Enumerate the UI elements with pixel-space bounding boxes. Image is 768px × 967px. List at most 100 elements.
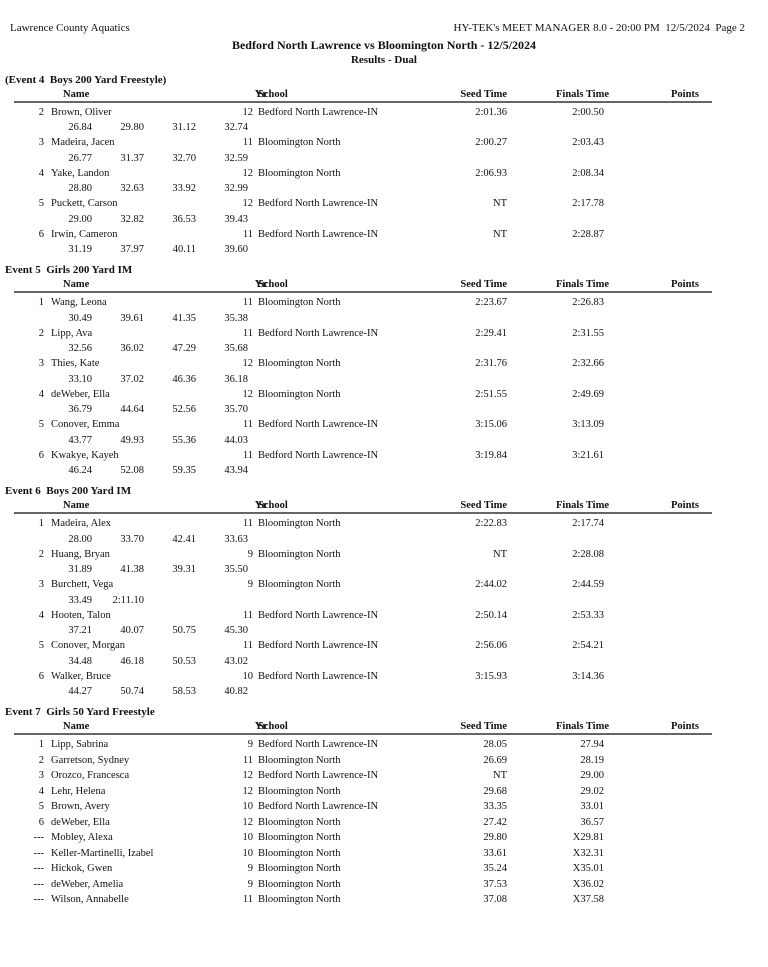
splits-row: 32.56 36.02 47.29 35.68 xyxy=(0,341,768,356)
place-cell: 3 xyxy=(38,770,44,782)
finals-cell: 29.02 xyxy=(580,785,604,797)
result-row: 4 Hooten, Talon 11 Bedford North Lawrence-I… xyxy=(0,608,768,623)
split-cell: 32.74 xyxy=(224,122,248,134)
split-cell: 44.64 xyxy=(120,404,144,416)
split-cell: 44.03 xyxy=(224,434,248,446)
splits-row: 44.27 50.74 58.53 40.82 xyxy=(0,684,768,699)
name-cell: Conover, Morgan xyxy=(51,640,126,652)
split-cell: 40.07 xyxy=(120,625,144,637)
result-row: 6 Kwakye, Kayeh 11 Bedford North Lawrence-I… xyxy=(0,448,768,463)
seed-cell: 37.08 xyxy=(483,894,507,906)
finals-cell: 2:08.34 xyxy=(572,167,604,179)
splits-row: 29.00 32.82 36.53 39.43 xyxy=(0,212,768,227)
yr-cell: 12 xyxy=(242,816,254,828)
place-cell: 4 xyxy=(38,388,44,400)
split-cell: 43.94 xyxy=(224,465,248,477)
split-cell: 50.53 xyxy=(172,655,196,667)
seed-cell: 29.80 xyxy=(483,832,507,844)
split-cell: 39.61 xyxy=(120,312,144,324)
col-points: Points xyxy=(670,500,699,512)
seed-cell: 2:00.27 xyxy=(475,137,507,149)
result-row: --- Wilson, Annabelle 11 Bloomington North 3… xyxy=(0,892,768,908)
col-school: School xyxy=(258,721,288,733)
yr-cell: 11 xyxy=(242,137,253,149)
finals-cell: 2:17.74 xyxy=(572,518,604,530)
name-cell: Lipp, Sabrina xyxy=(51,739,109,751)
split-cell: 43.02 xyxy=(224,655,248,667)
place-cell: 6 xyxy=(38,816,44,828)
split-cell: 34.48 xyxy=(68,655,92,667)
result-row: --- Hickok, Gwen 9 Bloomington North 35.24 X3… xyxy=(0,861,768,877)
place-cell: 3 xyxy=(38,579,44,591)
yr-cell: 12 xyxy=(242,167,254,179)
split-cell: 31.89 xyxy=(68,564,92,576)
yr-cell: 10 xyxy=(242,801,254,813)
result-row: 1 Wang, Leona 11 Bloomington North 2:23.67 2:… xyxy=(0,295,768,310)
place-cell: --- xyxy=(33,832,45,844)
report-type: Results - Dual xyxy=(350,54,417,66)
seed-cell: 2:51.55 xyxy=(475,388,507,400)
yr-cell: 10 xyxy=(242,832,254,844)
school-cell: Bedford North Lawrence-IN xyxy=(258,770,379,782)
seed-cell: 2:50.14 xyxy=(475,609,507,621)
result-row: 2 Brown, Oliver 12 Bedford North Lawrence-I… xyxy=(0,105,768,120)
school-cell: Bloomington North xyxy=(258,518,341,530)
col-finals: Finals Time xyxy=(556,279,609,291)
finals-cell: 3:13.09 xyxy=(572,419,604,431)
name-cell: Lehr, Helena xyxy=(51,785,106,797)
result-row: 1 Lipp, Sabrina 9 Bedford North Lawrence-IN… xyxy=(0,737,768,753)
yr-cell: 11 xyxy=(242,228,253,240)
result-row: 5 Conover, Emma 11 Bedford North Lawrence-I… xyxy=(0,417,768,432)
col-finals: Finals Time xyxy=(556,721,609,733)
place-cell: 1 xyxy=(38,518,44,530)
place-cell: 2 xyxy=(38,327,44,339)
meet-title: Bedford North Lawrence vs Bloomington No… xyxy=(231,38,537,52)
results-header-row: Name Yr School Seed Time Finals Time Points xyxy=(14,278,712,294)
result-row: 3 Orozco, Francesca 12 Bedford North Lawren… xyxy=(0,768,768,784)
yr-cell: 9 xyxy=(247,548,253,560)
result-row: --- deWeber, Amelia 9 Bloomington North 37.5… xyxy=(0,877,768,893)
yr-cell: 12 xyxy=(242,198,254,210)
school-cell: Bloomington North xyxy=(258,754,341,766)
event-section: Event 7 Girls 50 Yard Freestyle Name Yr Sch… xyxy=(0,704,768,908)
split-cell: 50.74 xyxy=(120,686,144,698)
seed-cell: 2:23.67 xyxy=(475,297,507,309)
finals-cell: X35.01 xyxy=(572,863,604,875)
name-cell: Garretson, Sydney xyxy=(51,754,130,766)
place-cell: 6 xyxy=(38,670,44,682)
result-row: 4 deWeber, Ella 12 Bloomington North 2:51.55… xyxy=(0,387,768,402)
school-cell: Bedford North Lawrence-IN xyxy=(258,609,379,621)
school-cell: Bloomington North xyxy=(258,388,341,400)
name-cell: Madeira, Jacen xyxy=(51,137,115,149)
school-cell: Bloomington North xyxy=(258,863,341,875)
result-row: --- Mobley, Alexa 10 Bloomington North 29.80… xyxy=(0,830,768,846)
yr-cell: 11 xyxy=(242,297,253,309)
splits-row: 31.19 37.97 40.11 39.60 xyxy=(0,242,768,257)
result-row: 5 Puckett, Carson 12 Bedford North Lawrence… xyxy=(0,196,768,211)
place-cell: 2 xyxy=(38,107,44,118)
split-cell: 32.59 xyxy=(224,152,248,164)
col-yr: Yr xyxy=(254,89,267,100)
seed-cell: 3:15.06 xyxy=(475,419,507,431)
split-cell: 26.77 xyxy=(68,152,92,164)
split-cell: 46.24 xyxy=(68,465,92,477)
name-cell: Brown, Avery xyxy=(51,801,110,813)
split-cell: 36.79 xyxy=(68,404,92,416)
place-cell: 3 xyxy=(38,137,44,149)
school-cell: Bloomington North xyxy=(258,847,341,859)
col-points: Points xyxy=(670,89,699,100)
place-cell: 4 xyxy=(38,167,44,179)
seed-cell: 28.05 xyxy=(483,739,507,751)
school-cell: Bloomington North xyxy=(258,548,341,560)
finals-cell: 2:32.66 xyxy=(572,358,604,370)
results-header-row: Name Yr School Seed Time Finals Time Points xyxy=(14,499,712,515)
col-yr: Yr xyxy=(254,279,267,291)
name-cell: Orozco, Francesca xyxy=(51,770,130,782)
split-cell: 37.97 xyxy=(120,244,144,256)
split-cell: 35.70 xyxy=(224,404,248,416)
name-cell: Irwin, Cameron xyxy=(51,228,118,240)
split-cell: 41.35 xyxy=(172,312,196,324)
col-school: School xyxy=(258,500,288,512)
event-title: Event 5 Girls 200 Yard IM xyxy=(5,264,133,277)
yr-cell: 10 xyxy=(242,670,254,682)
